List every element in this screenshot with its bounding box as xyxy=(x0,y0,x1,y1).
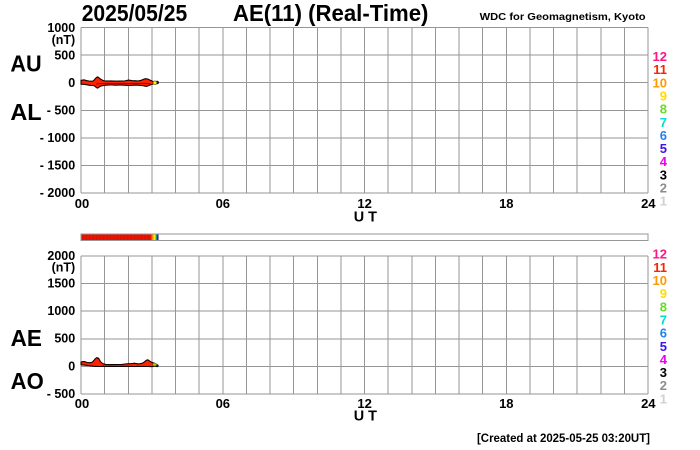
svg-text:2025/05/25: 2025/05/25 xyxy=(82,0,188,26)
svg-text:1000: 1000 xyxy=(47,21,75,35)
svg-text:6: 6 xyxy=(660,128,667,143)
svg-text:12: 12 xyxy=(357,396,371,411)
svg-text:5: 5 xyxy=(660,141,667,156)
svg-text:00: 00 xyxy=(75,196,89,211)
svg-text:AL: AL xyxy=(10,99,41,125)
svg-text:4: 4 xyxy=(660,154,668,169)
svg-text:U T: U T xyxy=(354,209,377,225)
svg-text:1500: 1500 xyxy=(47,276,75,290)
svg-text:5: 5 xyxy=(660,339,667,354)
svg-text:6: 6 xyxy=(660,326,667,341)
svg-text:18: 18 xyxy=(499,196,513,211)
svg-text:- 500: - 500 xyxy=(47,387,76,401)
svg-text:- 500: - 500 xyxy=(47,104,76,118)
svg-text:10: 10 xyxy=(653,273,667,288)
svg-text:00: 00 xyxy=(75,396,89,411)
svg-text:12: 12 xyxy=(653,49,667,64)
svg-text:12: 12 xyxy=(653,247,667,262)
svg-text:4: 4 xyxy=(660,352,668,367)
svg-text:500: 500 xyxy=(54,332,75,346)
svg-text:06: 06 xyxy=(216,196,230,211)
svg-text:1000: 1000 xyxy=(47,304,75,318)
svg-text:500: 500 xyxy=(54,48,75,62)
svg-text:0: 0 xyxy=(68,359,75,373)
svg-text:2000: 2000 xyxy=(47,249,75,263)
svg-text:0: 0 xyxy=(68,76,75,90)
svg-text:9: 9 xyxy=(660,89,667,104)
svg-text:2: 2 xyxy=(660,181,667,196)
svg-text:(nT): (nT) xyxy=(52,33,76,47)
svg-text:9: 9 xyxy=(660,286,667,301)
svg-text:18: 18 xyxy=(499,396,513,411)
svg-text:WDC for Geomagnetism, Kyoto: WDC for Geomagnetism, Kyoto xyxy=(480,11,646,23)
svg-text:1: 1 xyxy=(660,194,667,209)
svg-text:(nT): (nT) xyxy=(52,261,76,275)
svg-text:3: 3 xyxy=(660,365,667,380)
svg-text:11: 11 xyxy=(653,62,667,77)
svg-text:24: 24 xyxy=(641,196,656,211)
svg-text:U T: U T xyxy=(354,409,377,425)
svg-text:AE(11) (Real-Time): AE(11) (Real-Time) xyxy=(233,0,428,26)
svg-text:AO: AO xyxy=(11,368,44,394)
svg-text:11: 11 xyxy=(653,260,667,275)
svg-text:06: 06 xyxy=(216,396,230,411)
svg-text:1: 1 xyxy=(660,391,667,406)
svg-text:10: 10 xyxy=(653,75,667,90)
svg-text:7: 7 xyxy=(660,115,667,130)
svg-text:24: 24 xyxy=(641,396,656,411)
svg-text:12: 12 xyxy=(357,196,371,211)
svg-text:AU: AU xyxy=(10,50,41,76)
svg-text:- 1000: - 1000 xyxy=(40,131,75,145)
svg-text:AE: AE xyxy=(11,325,42,351)
svg-text:8: 8 xyxy=(660,102,667,117)
svg-text:[Created at 2025-05-25 03:20UT: [Created at 2025-05-25 03:20UT] xyxy=(477,431,650,445)
svg-text:- 1500: - 1500 xyxy=(40,159,75,173)
svg-text:8: 8 xyxy=(660,299,667,314)
svg-text:- 2000: - 2000 xyxy=(40,186,75,200)
svg-text:7: 7 xyxy=(660,313,667,328)
svg-text:2: 2 xyxy=(660,378,667,393)
svg-text:3: 3 xyxy=(660,167,667,182)
